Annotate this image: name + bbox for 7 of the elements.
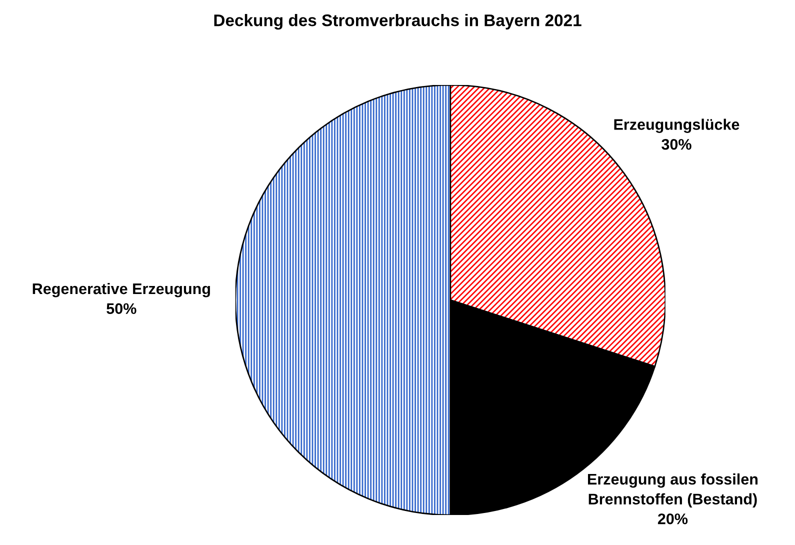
slice-label: Erzeugungslücke (614, 118, 740, 133)
data-label: 30% (662, 138, 692, 150)
slice-label: Erzeugung aus fossilen Brennstoffen (Bestand) (588, 473, 758, 508)
slice-label: Regenerative Erzeugung (32, 282, 210, 298)
data-label: 50% (106, 303, 136, 314)
chart-title: Deckung des Stromverbrauchs in Bayern 2021 (214, 14, 582, 30)
data-label: 20% (658, 513, 688, 524)
